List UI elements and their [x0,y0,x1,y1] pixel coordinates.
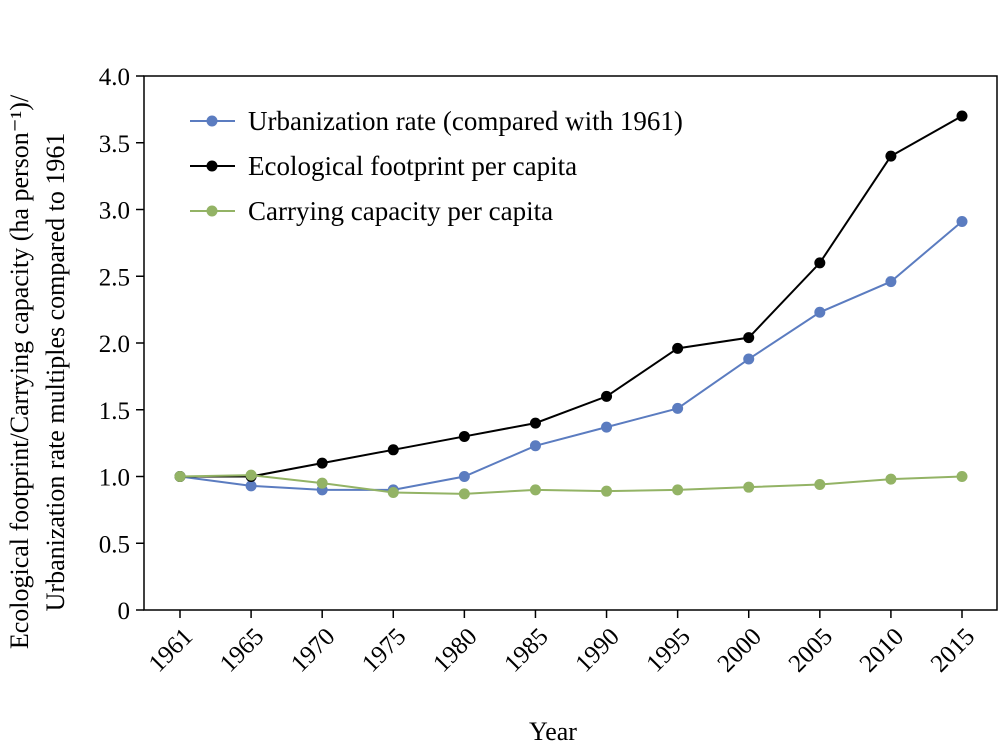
data-point [814,306,826,318]
data-point [814,257,826,269]
x-tick-label: 2015 [926,623,980,677]
y-tick-label: 2.5 [99,264,130,291]
x-tick-label: 1985 [499,623,553,677]
series-line [179,474,963,495]
x-tick-label: 1990 [570,623,624,677]
data-point [743,332,755,344]
data-point [885,150,897,162]
legend-marker [206,115,218,127]
data-point [956,216,968,228]
data-point [245,469,257,481]
data-point [529,440,541,452]
data-point [174,471,186,482]
data-point [743,353,755,365]
series-line [179,220,963,491]
y-tick-label: 1.0 [99,465,130,492]
data-point [885,276,897,288]
legend: Urbanization rate (compared with 1961) Ec… [190,106,683,226]
x-tick-label: 2000 [713,623,767,677]
x-tick-label: 2005 [784,623,838,677]
y-tick-label: 1.5 [99,398,130,425]
data-point [885,473,897,485]
legend-entry: Carrying capacity per capita [190,196,553,226]
data-point [458,471,470,482]
series-layer [174,110,968,500]
legend-entry: Ecological footprint per capita [190,151,577,181]
x-axis-ticks: 1961 1965 1970 1975 1980 1985 1990 1995 2000 2005… [144,610,980,678]
data-point [672,342,684,354]
series-1 [174,216,968,496]
data-point [956,471,968,482]
data-point [458,430,470,442]
x-tick-label: 1995 [641,623,695,677]
data-point [743,481,755,493]
series-line [180,115,963,478]
data-point [814,479,826,491]
x-tick-label: 2010 [855,623,909,677]
legend-entry: Urbanization rate (compared with 1961) [190,106,683,136]
data-point [458,488,470,500]
data-point [387,487,399,499]
data-point [956,110,968,122]
y-tick-label: 0.5 [99,531,130,558]
y-tick-label: 2.0 [99,331,130,358]
legend-label: Ecological footprint per capita [248,151,577,181]
data-point [387,444,399,456]
data-point [672,484,684,496]
data-point [601,485,613,497]
data-point [601,421,613,433]
y-axis-title-line-2: Urbanization rate multiples compared to … [41,133,70,612]
y-tick-label: 3.0 [99,198,130,225]
y-axis-ticks: 0 0.5 1.0 1.5 2.0 2.5 3.0 3.5 4.0 [99,64,144,625]
legend-label: Carrying capacity per capita [248,196,553,226]
x-tick-label: 1965 [215,623,269,677]
data-point [672,402,684,414]
x-tick-label: 1961 [144,623,198,677]
legend-marker [206,160,218,172]
x-axis-title: Year [529,717,577,746]
y-tick-label: 3.5 [99,131,130,158]
data-point [245,480,257,492]
legend-label: Urbanization rate (compared with 1961) [248,106,683,136]
data-point [529,484,541,496]
data-point [316,457,328,469]
data-point [601,390,613,402]
data-point [529,417,541,429]
x-tick-label: 1970 [286,623,340,677]
series-3 [174,469,968,500]
x-tick-label: 1975 [357,623,411,677]
y-tick-label: 4.0 [99,64,130,91]
data-point [316,477,328,489]
y-tick-label: 0 [118,598,131,625]
y-axis-title-line-1: Ecological footprint/Carrying capacity (… [5,94,34,649]
x-tick-label: 1980 [428,623,482,677]
legend-marker [206,205,218,217]
